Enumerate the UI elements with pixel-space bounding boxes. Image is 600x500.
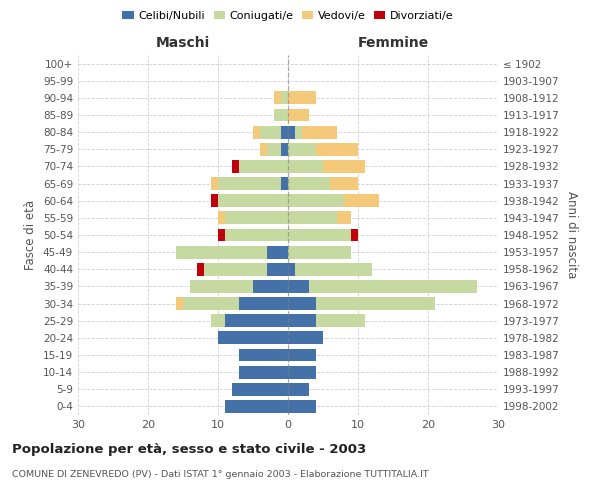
Bar xyxy=(281,177,288,190)
Bar xyxy=(288,246,351,258)
Bar xyxy=(239,348,288,362)
Bar xyxy=(330,177,358,190)
Bar xyxy=(288,383,309,396)
Bar xyxy=(260,143,267,156)
Y-axis label: Fasce di età: Fasce di età xyxy=(25,200,37,270)
Bar xyxy=(288,400,316,413)
Bar xyxy=(295,126,302,138)
Bar xyxy=(295,263,372,276)
Bar xyxy=(288,280,309,293)
Bar xyxy=(316,143,358,156)
Bar xyxy=(288,108,309,122)
Bar xyxy=(183,297,239,310)
Bar xyxy=(211,194,218,207)
Bar xyxy=(267,263,288,276)
Text: Maschi: Maschi xyxy=(156,36,210,50)
Bar xyxy=(225,212,288,224)
Bar xyxy=(253,126,260,138)
Bar xyxy=(288,143,316,156)
Bar xyxy=(267,143,281,156)
Bar xyxy=(267,246,288,258)
Bar xyxy=(211,314,225,327)
Bar xyxy=(288,194,344,207)
Bar xyxy=(218,177,281,190)
Bar xyxy=(309,280,477,293)
Y-axis label: Anni di nascita: Anni di nascita xyxy=(565,192,578,278)
Bar xyxy=(204,263,267,276)
Text: Femmine: Femmine xyxy=(358,36,428,50)
Bar xyxy=(239,160,288,173)
Bar xyxy=(288,263,295,276)
Text: Popolazione per età, sesso e stato civile - 2003: Popolazione per età, sesso e stato civil… xyxy=(12,442,366,456)
Text: COMUNE DI ZENEVREDO (PV) - Dati ISTAT 1° gennaio 2003 - Elaborazione TUTTITALIA.: COMUNE DI ZENEVREDO (PV) - Dati ISTAT 1°… xyxy=(12,470,428,479)
Bar xyxy=(281,143,288,156)
Bar xyxy=(288,228,351,241)
Bar xyxy=(344,194,379,207)
Bar xyxy=(316,297,435,310)
Bar xyxy=(288,314,316,327)
Bar xyxy=(239,297,288,310)
Bar xyxy=(218,212,225,224)
Bar xyxy=(190,280,253,293)
Bar xyxy=(288,212,337,224)
Bar xyxy=(253,280,288,293)
Bar xyxy=(302,126,337,138)
Bar xyxy=(337,212,351,224)
Bar xyxy=(218,332,288,344)
Bar xyxy=(288,348,316,362)
Bar xyxy=(316,314,365,327)
Bar xyxy=(274,92,281,104)
Bar xyxy=(281,92,288,104)
Bar xyxy=(225,400,288,413)
Bar xyxy=(239,366,288,378)
Bar xyxy=(288,366,316,378)
Bar xyxy=(260,126,281,138)
Bar xyxy=(218,194,288,207)
Bar xyxy=(323,160,365,173)
Bar xyxy=(218,228,225,241)
Bar xyxy=(197,263,204,276)
Bar xyxy=(288,297,316,310)
Bar xyxy=(288,177,330,190)
Bar xyxy=(176,297,183,310)
Bar xyxy=(288,92,316,104)
Bar xyxy=(225,228,288,241)
Bar xyxy=(225,314,288,327)
Bar xyxy=(274,108,288,122)
Bar xyxy=(288,126,295,138)
Bar xyxy=(281,126,288,138)
Bar xyxy=(176,246,267,258)
Bar xyxy=(211,177,218,190)
Bar xyxy=(232,383,288,396)
Bar xyxy=(232,160,239,173)
Bar xyxy=(288,332,323,344)
Bar xyxy=(288,160,323,173)
Bar xyxy=(351,228,358,241)
Legend: Celibi/Nubili, Coniugati/e, Vedovi/e, Divorziati/e: Celibi/Nubili, Coniugati/e, Vedovi/e, Di… xyxy=(118,6,458,26)
